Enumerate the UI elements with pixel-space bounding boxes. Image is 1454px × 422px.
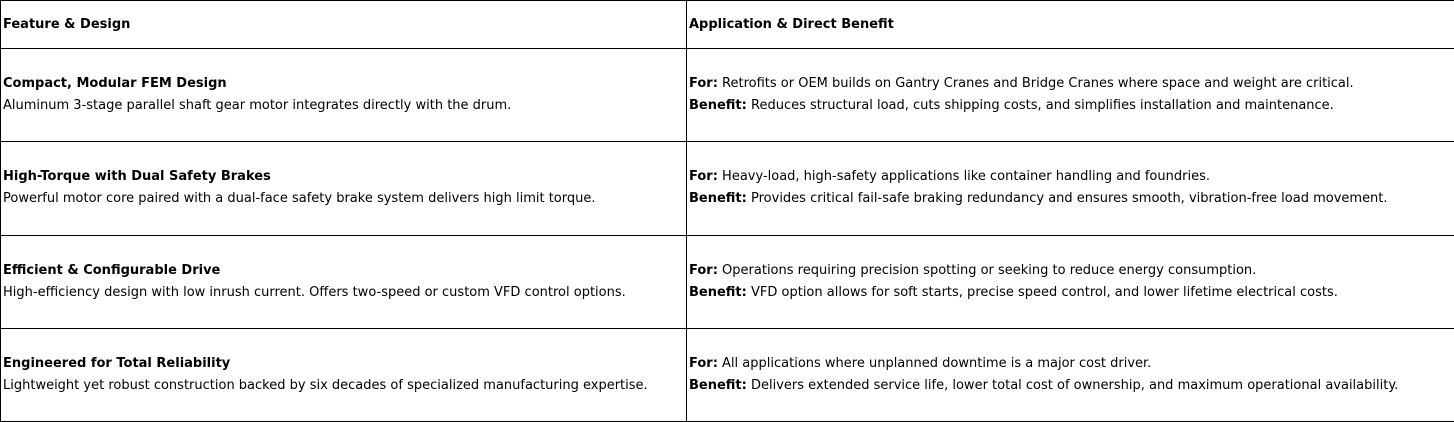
header-application: Application & Direct Benefit bbox=[686, 0, 1454, 49]
header-feature: Feature & Design bbox=[0, 0, 687, 49]
feature-cell: Engineered for Total Reliability Lightwe… bbox=[0, 327, 687, 422]
feature-description: Aluminum 3-stage parallel shaft gear mot… bbox=[3, 98, 512, 114]
for-text: Retrofits or OEM builds on Gantry Cranes… bbox=[722, 76, 1354, 92]
for-line: For: Operations requiring precision spot… bbox=[689, 260, 1454, 282]
table-row: Engineered for Total Reliability Lightwe… bbox=[0, 327, 1454, 422]
table-row: Compact, Modular FEM Design Aluminum 3-s… bbox=[0, 47, 1454, 143]
feature-title: High-Torque with Dual Safety Brakes bbox=[3, 169, 271, 185]
benefit-line: Benefit: Delivers extended service life,… bbox=[689, 375, 1454, 397]
application-cell: For: All applications where unplanned do… bbox=[686, 327, 1454, 422]
benefit-line: Benefit: VFD option allows for soft star… bbox=[689, 282, 1454, 304]
for-label: For: bbox=[689, 262, 718, 278]
benefit-text: Delivers extended service life, lower to… bbox=[751, 377, 1399, 393]
feature-cell: Compact, Modular FEM Design Aluminum 3-s… bbox=[0, 47, 687, 143]
application-cell: For: Heavy-load, high-safety application… bbox=[686, 141, 1454, 236]
benefit-text: VFD option allows for soft starts, preci… bbox=[751, 284, 1338, 300]
for-line: For: All applications where unplanned do… bbox=[689, 353, 1454, 375]
application-cell: For: Operations requiring precision spot… bbox=[686, 234, 1454, 329]
feature-title: Engineered for Total Reliability bbox=[3, 355, 231, 371]
for-line: For: Heavy-load, high-safety application… bbox=[689, 166, 1454, 188]
feature-cell: Efficient & Configurable Drive High-effi… bbox=[0, 234, 687, 329]
benefit-label: Benefit: bbox=[689, 284, 747, 300]
table-row: Efficient & Configurable Drive High-effi… bbox=[0, 234, 1454, 329]
benefit-line: Benefit: Provides critical fail-safe bra… bbox=[689, 188, 1454, 210]
application-cell: For: Retrofits or OEM builds on Gantry C… bbox=[686, 47, 1454, 143]
benefit-label: Benefit: bbox=[689, 377, 747, 393]
benefit-label: Benefit: bbox=[689, 98, 747, 114]
for-line: For: Retrofits or OEM builds on Gantry C… bbox=[689, 73, 1454, 95]
feature-title: Compact, Modular FEM Design bbox=[3, 76, 227, 92]
for-text: Operations requiring precision spotting … bbox=[722, 262, 1257, 278]
benefit-label: Benefit: bbox=[689, 191, 747, 207]
for-label: For: bbox=[689, 355, 718, 371]
feature-title: Efficient & Configurable Drive bbox=[3, 262, 221, 278]
for-label: For: bbox=[689, 76, 718, 92]
feature-cell: High-Torque with Dual Safety Brakes Powe… bbox=[0, 141, 687, 236]
for-text: All applications where unplanned downtim… bbox=[722, 355, 1152, 371]
table-row: High-Torque with Dual Safety Brakes Powe… bbox=[0, 141, 1454, 236]
for-label: For: bbox=[689, 169, 718, 185]
feature-description: Lightweight yet robust construction back… bbox=[3, 377, 648, 393]
benefit-text: Reduces structural load, cuts shipping c… bbox=[751, 98, 1334, 114]
header-row: Feature & Design Application & Direct Be… bbox=[0, 0, 1454, 49]
benefit-line: Benefit: Reduces structural load, cuts s… bbox=[689, 95, 1454, 117]
feature-description: Powerful motor core paired with a dual-f… bbox=[3, 191, 596, 207]
benefit-text: Provides critical fail-safe braking redu… bbox=[751, 191, 1388, 207]
for-text: Heavy-load, high-safety applications lik… bbox=[722, 169, 1210, 185]
feature-description: High-efficiency design with low inrush c… bbox=[3, 284, 626, 300]
